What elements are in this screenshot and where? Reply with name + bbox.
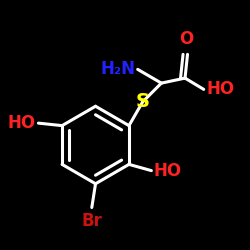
- Text: O: O: [179, 30, 194, 48]
- Text: HO: HO: [154, 162, 182, 180]
- Text: H₂N: H₂N: [100, 60, 135, 78]
- Text: HO: HO: [8, 114, 36, 132]
- Text: HO: HO: [206, 80, 234, 98]
- Text: Br: Br: [81, 212, 102, 230]
- Text: S: S: [136, 92, 150, 112]
